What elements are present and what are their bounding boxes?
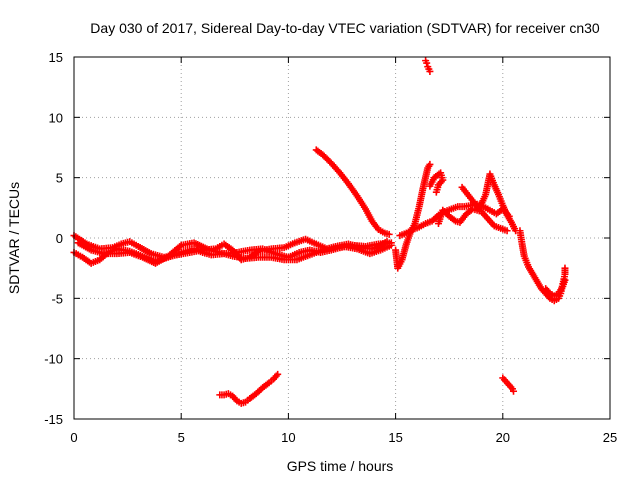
series-peak-19: [458, 170, 520, 235]
data-point: [426, 182, 434, 190]
series-lower-arc: [542, 276, 569, 300]
series-rising-segment: [312, 146, 393, 238]
y-tick-label: -15: [44, 412, 63, 427]
y-tick-label: -10: [44, 352, 63, 367]
plot-border: [73, 56, 611, 420]
series-bottom-arc: [216, 370, 282, 407]
tick-labels: 0 5 10 15 20 25 -15 -10 -5 0 5 10 15: [44, 50, 617, 445]
series-track-c: [74, 238, 391, 267]
data-markers: [70, 57, 569, 407]
y-tick-label: -5: [51, 291, 63, 306]
data-point: [423, 59, 431, 67]
series-arc-17-19: [434, 205, 511, 235]
data-point: [426, 67, 434, 75]
chart-title: Day 030 of 2017, Sidereal Day-to-day VTE…: [90, 20, 600, 36]
series-ramp-15-16: [392, 160, 434, 272]
y-tick-label: 10: [49, 110, 63, 125]
grid-lines: [74, 57, 610, 419]
series-bottom-right: [499, 374, 518, 395]
x-tick-label: 0: [70, 430, 77, 445]
x-tick-label: 25: [603, 430, 617, 445]
data-point: [274, 370, 282, 378]
x-tick-label: 20: [496, 430, 510, 445]
y-tick-label: 5: [56, 171, 63, 186]
x-axis-label: GPS time / hours: [287, 458, 394, 474]
data-point: [503, 227, 511, 235]
x-tick-label: 5: [178, 430, 185, 445]
y-tick-label: 15: [49, 50, 63, 65]
y-tick-label: 0: [56, 231, 63, 246]
x-tick-label: 15: [388, 430, 402, 445]
data-point: [426, 160, 434, 168]
x-tick-label: 10: [281, 430, 295, 445]
y-axis-label: SDTVAR / TECUs: [6, 182, 22, 294]
series-top-spike: [422, 57, 434, 75]
data-point: [383, 238, 391, 246]
series-spike-17: [426, 169, 447, 196]
data-point: [385, 230, 393, 238]
data-point: [561, 276, 569, 284]
data-point: [387, 241, 395, 249]
data-point: [510, 387, 518, 395]
data-point: [561, 264, 569, 272]
